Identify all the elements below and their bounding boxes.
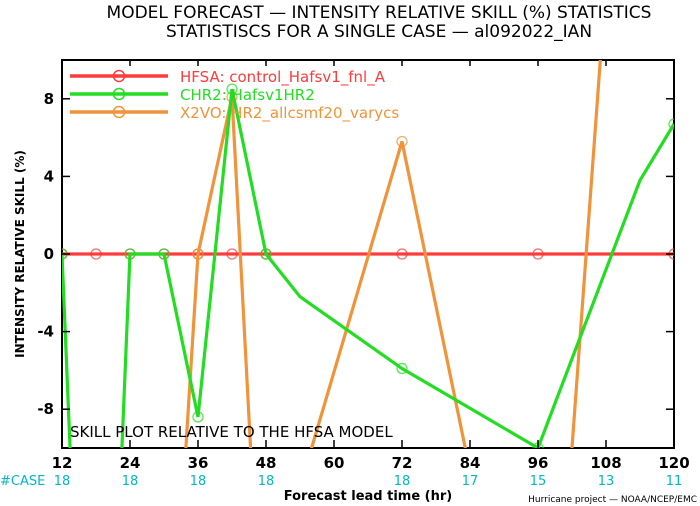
data-point (90, 248, 102, 260)
x-tick-label: 12 (52, 454, 73, 472)
legend-marker (112, 69, 126, 83)
data-point (192, 411, 204, 423)
legend-label: X2VO: HR2_allcsmf20_varycs (180, 104, 399, 123)
data-point (226, 83, 238, 95)
case-count: 18 (258, 474, 275, 489)
data-point (158, 248, 170, 260)
data-point (124, 248, 136, 260)
credit-text: Hurricane project — NOAA/NCEP/EMC (528, 495, 697, 505)
x-tick-label: 84 (460, 454, 481, 472)
legend-label: CHR2: Hafsv1HR2 (180, 86, 315, 104)
case-count: 11 (666, 474, 683, 489)
data-point (396, 248, 408, 260)
case-count: 18 (190, 474, 207, 489)
case-count: 17 (462, 474, 479, 489)
x-tick-label: 48 (256, 454, 277, 472)
x-tick-label: 24 (120, 454, 141, 472)
series-line (184, 60, 602, 448)
case-count: 13 (598, 474, 615, 489)
x-tick-label: 120 (658, 454, 689, 472)
data-point (226, 248, 238, 260)
y-tick-label: -8 (37, 400, 54, 418)
y-tick-label: -4 (37, 323, 54, 341)
y-tick-label: 0 (44, 245, 54, 263)
case-count: 15 (530, 474, 547, 489)
data-point (532, 248, 544, 260)
chart-subtitle: STATISTISCS FOR A SINGLE CASE — al092022… (166, 22, 592, 42)
y-axis-label: INTENSITY RELATIVE SKILL (%) (13, 150, 27, 358)
x-tick-label: 72 (392, 454, 413, 472)
data-point (396, 362, 408, 375)
chart-title: MODEL FORECAST — INTENSITY RELATIVE SKIL… (107, 3, 652, 23)
chart-annotation: SKILL PLOT RELATIVE TO THE HFSA MODEL (70, 423, 393, 441)
case-count: 18 (394, 474, 411, 489)
x-tick-label: 36 (188, 454, 209, 472)
y-tick-label: 4 (44, 167, 54, 185)
x-tick-label: 96 (528, 454, 549, 472)
x-axis-label: Forecast lead time (hr) (284, 489, 452, 504)
case-count: 18 (54, 474, 71, 489)
legend-label: HFSA: control_Hafsv1_fnl_A (180, 68, 386, 87)
legend-marker (112, 105, 126, 119)
data-point (396, 135, 408, 148)
data-point (192, 248, 204, 260)
legend-marker (112, 87, 126, 101)
y-tick-label: 8 (44, 90, 54, 108)
x-tick-label: 60 (324, 454, 345, 472)
series-line (62, 88, 674, 448)
data-point (668, 118, 674, 130)
case-count: 18 (122, 474, 139, 489)
x-tick-label: 108 (590, 454, 621, 472)
case-label: #CASE (0, 474, 45, 489)
data-point (260, 248, 272, 260)
